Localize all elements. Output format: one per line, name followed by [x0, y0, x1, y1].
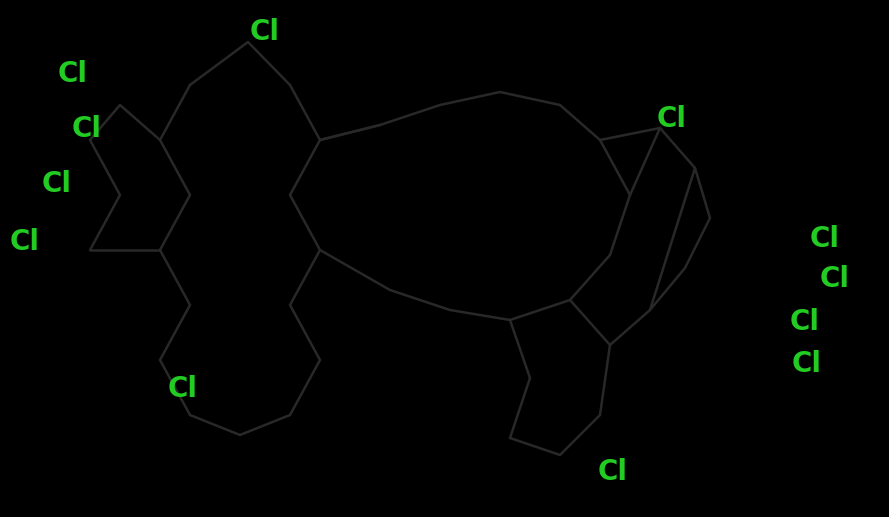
- Text: Cl: Cl: [657, 105, 687, 133]
- Text: Cl: Cl: [792, 350, 822, 378]
- Text: Cl: Cl: [810, 225, 840, 253]
- Text: Cl: Cl: [58, 60, 88, 88]
- Text: Cl: Cl: [42, 170, 72, 198]
- Text: Cl: Cl: [168, 375, 198, 403]
- Text: Cl: Cl: [250, 18, 280, 46]
- Text: Cl: Cl: [598, 458, 628, 486]
- Text: Cl: Cl: [820, 265, 850, 293]
- Text: Cl: Cl: [10, 228, 40, 256]
- Text: Cl: Cl: [790, 308, 820, 336]
- Text: Cl: Cl: [72, 115, 102, 143]
